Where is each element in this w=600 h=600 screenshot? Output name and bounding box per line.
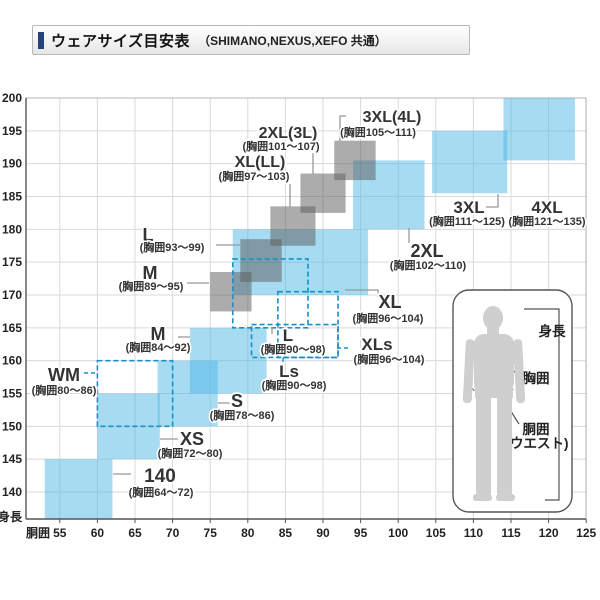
title-accent-bar: [38, 31, 44, 49]
label-4xl-blue: 4XL: [531, 198, 562, 217]
label-chest-s: (胸囲78～86): [210, 408, 275, 422]
x-axis-title: 胴囲: [26, 525, 50, 540]
y-tick-155: 155: [2, 387, 22, 401]
size-labels: 140(胸囲64～72)XS(胸囲72～80)S(胸囲78～86)M(胸囲84～…: [30, 107, 587, 500]
x-tick-100: 100: [388, 526, 408, 540]
size-block-l-gray: [240, 239, 282, 282]
x-tick-80: 80: [241, 526, 255, 540]
size-block-xls: [277, 290, 339, 359]
figure-waist-label: 胴囲: [523, 422, 550, 437]
x-tick-55: 55: [53, 526, 67, 540]
label-xs: XS: [180, 429, 204, 449]
height-bracket: [524, 308, 560, 501]
leader-3xl-4l-gray: [339, 115, 346, 141]
label-xl-blue: XL: [378, 292, 401, 312]
figure-chest-label: 胸囲: [523, 370, 550, 386]
leader-3xl-blue: [486, 194, 499, 208]
label-chest-xl-ll-gray: (胸囲97～103): [219, 169, 290, 183]
leader-xl-blue: [345, 289, 379, 297]
label-140: 140: [144, 466, 176, 487]
size-block-3xl-4l-gray: [334, 140, 376, 181]
label-xl-ll-gray: XL(LL): [235, 154, 286, 171]
x-tick-105: 105: [426, 526, 446, 540]
x-tick-85: 85: [279, 526, 293, 540]
label-xls: XLs: [361, 335, 392, 354]
label-chest-m-gray: (胸囲89～95): [119, 279, 184, 293]
size-block-xl-ll-gray: [270, 206, 316, 246]
label-wm: WM: [48, 365, 80, 385]
x-tick-75: 75: [204, 526, 218, 540]
label-chest-140: (胸囲64～72): [129, 485, 194, 499]
label-chest-2xl-3l-gray: (胸囲101～107): [242, 139, 319, 153]
chart-axes: 55 60 65 70 75 80 85 90 95 100 105 110 115 120 125 140 1…: [0, 91, 597, 540]
label-chest-3xl-4l-gray: (胸囲105～111): [340, 125, 416, 139]
x-tick-70: 70: [166, 526, 180, 540]
size-block-xl-blue: [310, 229, 369, 296]
label-m-blue: M: [151, 324, 166, 344]
label-chest-4xl-blue: (胸囲121～135): [508, 214, 585, 228]
label-3xl-blue: 3XL: [453, 198, 484, 217]
label-chest-xls: (胸囲96～104): [354, 352, 425, 366]
size-blocks: [44, 98, 575, 519]
label-m-gray: M: [143, 263, 158, 283]
y-tick-200: 200: [2, 91, 22, 105]
label-s: S: [231, 391, 243, 411]
size-block-4xl-blue: [503, 98, 575, 161]
x-tick-95: 95: [354, 526, 368, 540]
y-tick-185: 185: [2, 190, 22, 204]
x-tick-125: 125: [576, 526, 596, 540]
label-3xl-4l-gray: 3XL(4L): [363, 109, 422, 126]
page-subtitle: （SHIMANO,NEXUS,XEFO 共通）: [198, 34, 387, 48]
label-chest-xs: (胸囲72～80): [158, 446, 223, 460]
y-tick-170: 170: [2, 288, 22, 302]
figure-height-label: 身長: [539, 323, 567, 339]
x-tick-110: 110: [464, 526, 484, 540]
y-tick-190: 190: [2, 157, 22, 171]
y-tick-145: 145: [2, 452, 22, 466]
x-tick-115: 115: [501, 526, 521, 540]
label-chest-l-dashed: (胸囲90～98): [261, 342, 326, 356]
label-chest-ls: (胸囲90～98): [262, 378, 327, 392]
size-block-m-blue: [189, 327, 267, 394]
size-block-wm: [96, 359, 174, 428]
label-2xl-3l-gray: 2XL(3L): [259, 125, 318, 142]
label-chest-xl-blue: (胸囲96～104): [353, 311, 424, 325]
x-tick-60: 60: [91, 526, 105, 540]
title-bar: ウェアサイズ目安表 （SHIMANO,NEXUS,XEFO 共通）: [32, 25, 470, 55]
figure-waist-sub-label: (ウエスト): [506, 436, 569, 451]
y-tick-175: 175: [2, 255, 22, 269]
x-tick-120: 120: [539, 526, 559, 540]
label-chest-2xl-blue: (胸囲102～110): [390, 258, 467, 272]
y-axis-title: 身長: [0, 509, 23, 524]
y-tick-165: 165: [2, 321, 22, 335]
label-ls: Ls: [279, 362, 299, 381]
y-tick-180: 180: [2, 222, 22, 236]
label-l-dashed: L: [283, 326, 293, 345]
size-block-3xl-blue: [432, 130, 508, 194]
label-chest-l-gray: (胸囲93～99): [140, 240, 205, 254]
y-tick-150: 150: [2, 419, 22, 433]
label-l-gray: L: [143, 225, 154, 245]
body-silhouette: [462, 306, 526, 501]
label-chest-m-blue: (胸囲84～92): [126, 340, 191, 354]
x-tick-65: 65: [128, 526, 142, 540]
label-chest-wm: (胸囲80～86): [32, 383, 97, 397]
size-block-140: [44, 459, 113, 519]
page-title: ウェアサイズ目安表: [51, 32, 191, 50]
y-tick-140: 140: [2, 485, 22, 499]
y-tick-160: 160: [2, 354, 22, 368]
label-2xl-blue: 2XL: [410, 241, 443, 261]
y-tick-195: 195: [2, 124, 22, 138]
x-tick-90: 90: [316, 526, 330, 540]
label-chest-3xl-blue: (胸囲111～125): [429, 214, 505, 228]
